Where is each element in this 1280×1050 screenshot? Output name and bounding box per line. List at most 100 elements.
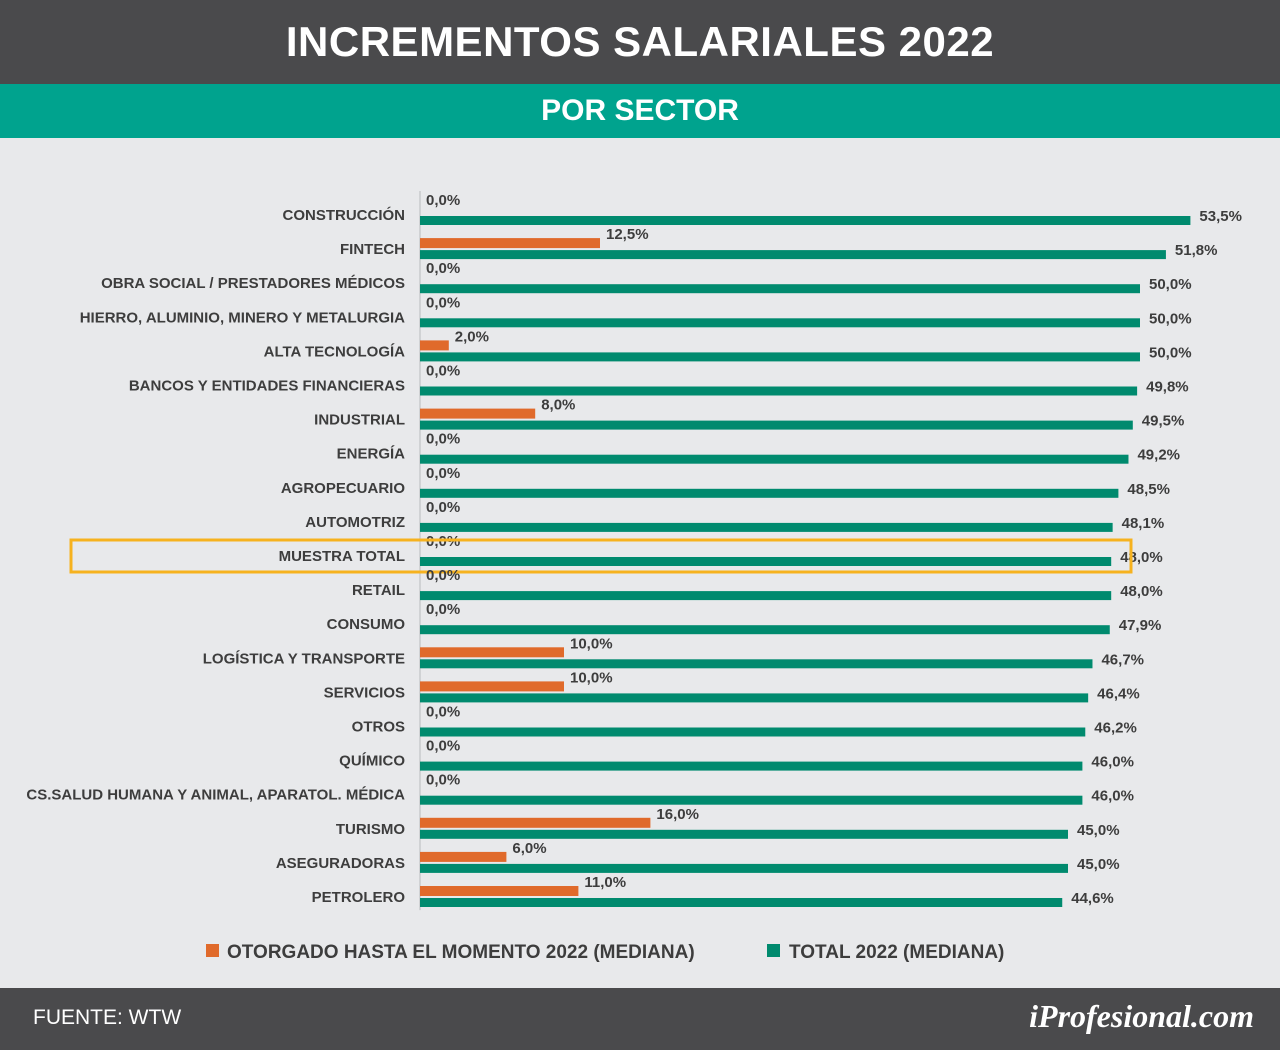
category-label: CONSUMO [327, 616, 406, 633]
total-value-label: 49,5% [1142, 413, 1185, 430]
category-label: ALTA TECNOLOGÍA [264, 343, 406, 360]
chart-title: INCREMENTOS SALARIALES 2022 [285, 18, 995, 65]
category-label: QUÍMICO [339, 753, 405, 770]
total-bar [420, 454, 1129, 464]
total-value-label: 48,5% [1127, 481, 1170, 498]
otorgado-bar [420, 238, 600, 249]
category-label: MUESTRA TOTAL [279, 548, 405, 565]
otorgado-value-label: 0,0% [426, 294, 460, 311]
category-label: RETAIL [352, 582, 405, 599]
bar-chart: CONSTRUCCIÓN 0,0% 53,5% FINTECH 12,5% 51,8% OB… [26, 191, 1242, 963]
total-bar [420, 488, 1119, 498]
otorgado-value-label: 0,0% [426, 738, 460, 755]
total-value-label: 45,0% [1077, 856, 1120, 873]
otorgado-bar [420, 408, 536, 419]
otorgado-value-label: 6,0% [512, 840, 546, 857]
legend-swatch-total [767, 944, 780, 957]
otorgado-value-label: 11,0% [584, 874, 626, 891]
category-label: CS.SALUD HUMANA Y ANIMAL, APARATOL. MÉDI… [26, 787, 405, 804]
otorgado-value-label: 0,0% [426, 465, 460, 482]
total-bar [420, 522, 1113, 532]
total-bar [420, 829, 1068, 839]
otorgado-bar [420, 340, 449, 351]
total-value-label: 46,2% [1094, 720, 1137, 737]
total-value-label: 48,0% [1120, 583, 1163, 600]
total-bar [420, 250, 1166, 260]
total-bar [420, 693, 1089, 703]
otorgado-value-label: 12,5% [606, 226, 649, 243]
legend-label-otorgado: OTORGADO HASTA EL MOMENTO 2022 (MEDIANA) [227, 942, 695, 963]
title-bar: INCREMENTOS SALARIALES 2022 [0, 0, 1280, 84]
category-label: BANCOS Y ENTIDADES FINANCIERAS [129, 378, 405, 395]
category-label: ASEGURADORAS [276, 855, 405, 872]
total-value-label: 46,0% [1091, 788, 1134, 805]
total-bar [420, 318, 1140, 328]
total-bar [420, 352, 1140, 362]
total-bar [420, 284, 1140, 294]
total-value-label: 48,1% [1122, 515, 1165, 532]
otorgado-value-label: 0,0% [426, 704, 460, 721]
otorgado-bar [420, 886, 579, 896]
category-label: ENERGÍA [337, 446, 406, 463]
otorgado-value-label: 0,0% [426, 772, 460, 789]
otorgado-bar [420, 681, 564, 692]
total-value-label: 50,0% [1149, 276, 1192, 293]
category-label: SERVICIOS [324, 684, 405, 701]
category-label: CONSTRUCCIÓN [283, 206, 406, 224]
total-bar [420, 591, 1112, 601]
total-value-label: 51,8% [1175, 242, 1218, 259]
total-bar [420, 557, 1112, 566]
footer-bar: FUENTE: WTW iProfesional.com [0, 988, 1280, 1050]
legend-label-total: TOTAL 2022 (MEDIANA) [789, 942, 1004, 963]
category-label: FINTECH [340, 241, 405, 258]
legend-swatch-otorgado [206, 944, 219, 957]
otorgado-value-label: 10,0% [570, 635, 613, 652]
category-label: AUTOMOTRIZ [305, 514, 405, 531]
total-bar [420, 863, 1068, 873]
otorgado-value-label: 16,0% [656, 806, 699, 823]
total-bar [420, 795, 1083, 805]
total-value-label: 50,0% [1149, 344, 1192, 361]
legend: OTORGADO HASTA EL MOMENTO 2022 (MEDIANA)… [206, 942, 1004, 963]
otorgado-value-label: 2,0% [455, 328, 489, 345]
otorgado-value-label: 0,0% [426, 499, 460, 516]
bars-layer: CONSTRUCCIÓN 0,0% 53,5% FINTECH 12,5% 51,8% OB… [26, 191, 1242, 911]
total-bar [420, 420, 1133, 430]
category-label: OBRA SOCIAL / PRESTADORES MÉDICOS [101, 275, 405, 292]
category-label: LOGÍSTICA Y TRANSPORTE [203, 650, 405, 667]
category-label: HIERRO, ALUMINIO, MINERO Y METALURGIA [80, 309, 405, 326]
total-value-label: 48,0% [1120, 549, 1163, 566]
otorgado-value-label: 0,0% [426, 192, 460, 209]
brand-logo: iProfesional.com [1029, 998, 1254, 1034]
category-label: INDUSTRIAL [314, 412, 405, 429]
total-bar [420, 898, 1063, 907]
highlight-box [69, 538, 1133, 574]
total-value-label: 47,9% [1119, 617, 1162, 634]
total-value-label: 45,0% [1077, 822, 1120, 839]
total-bar [420, 386, 1138, 396]
total-bar [420, 625, 1110, 635]
total-value-label: 49,2% [1137, 447, 1180, 464]
total-value-label: 46,0% [1091, 754, 1134, 771]
category-label: PETROLERO [312, 889, 406, 906]
chart-subtitle: POR SECTOR [541, 94, 739, 127]
otorgado-bar [420, 647, 564, 658]
otorgado-value-label: 0,0% [426, 260, 460, 277]
otorgado-bar [420, 851, 507, 862]
total-bar [420, 659, 1093, 669]
total-value-label: 44,6% [1071, 890, 1114, 907]
total-value-label: 49,8% [1146, 379, 1189, 396]
otorgado-value-label: 0,0% [426, 567, 460, 584]
total-bar [420, 727, 1086, 737]
category-label: TURISMO [336, 821, 405, 838]
otorgado-value-label: 0,0% [426, 431, 460, 448]
total-bar [420, 216, 1191, 225]
total-value-label: 46,7% [1101, 651, 1144, 668]
otorgado-value-label: 0,0% [426, 363, 460, 380]
otorgado-value-label: 10,0% [570, 669, 613, 686]
total-value-label: 50,0% [1149, 310, 1192, 327]
total-value-label: 46,4% [1097, 685, 1140, 702]
source-note: FUENTE: WTW [33, 1006, 182, 1029]
otorgado-value-label: 0,0% [426, 601, 460, 618]
category-label: OTROS [352, 719, 405, 736]
